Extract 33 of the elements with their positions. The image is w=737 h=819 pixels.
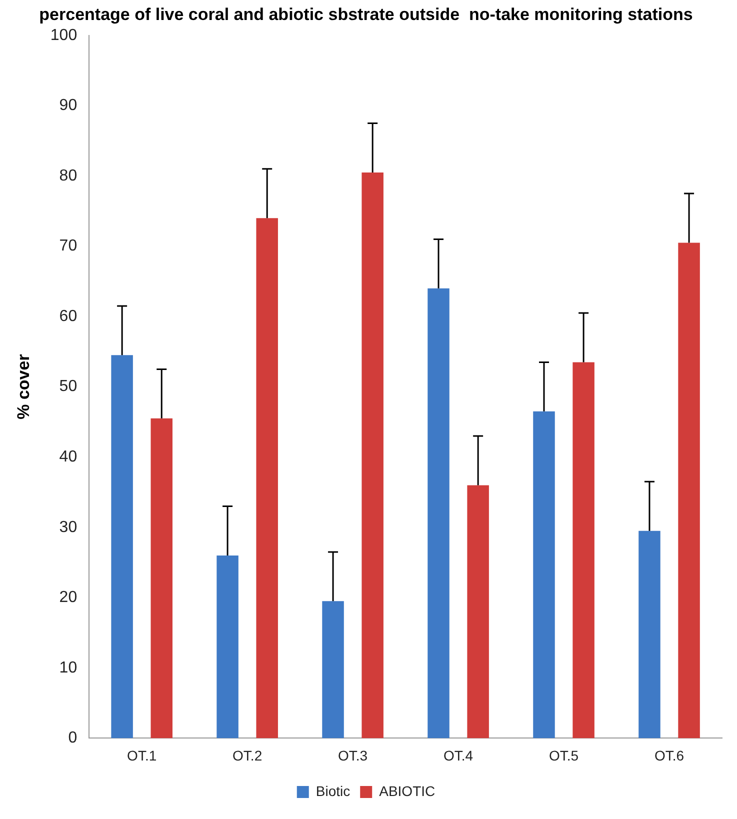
bar xyxy=(362,172,384,738)
y-tick-label: 60 xyxy=(59,308,78,325)
legend-label: ABIOTIC xyxy=(379,782,436,799)
y-tick-label: 50 xyxy=(59,378,78,396)
x-tick-label: OT.4 xyxy=(444,747,474,764)
bar xyxy=(638,530,660,738)
x-tick-label: OT.1 xyxy=(127,747,157,764)
bar xyxy=(467,485,489,738)
y-tick-label: 20 xyxy=(59,589,78,606)
y-tick-label: 70 xyxy=(59,238,78,255)
bar xyxy=(150,418,172,738)
y-tick-label: 30 xyxy=(59,518,78,536)
y-axis-title: % cover xyxy=(14,354,33,420)
x-tick-label: OT.6 xyxy=(654,747,684,764)
bar xyxy=(216,555,238,738)
bar xyxy=(533,411,555,738)
y-tick-label: 90 xyxy=(59,97,78,114)
y-tick-label: 100 xyxy=(50,26,78,44)
chart-title: percentage of live coral and abiotic sbstrate outside no-take monitoring stations xyxy=(39,4,693,24)
bar xyxy=(111,355,133,738)
y-tick-label: 40 xyxy=(59,448,78,466)
y-tick-label: 10 xyxy=(59,659,78,676)
bar xyxy=(428,288,450,738)
bar xyxy=(322,601,344,738)
x-tick-label: OT.3 xyxy=(338,747,368,764)
x-tick-label: OT.5 xyxy=(548,747,579,764)
legend-label: Biotic xyxy=(316,782,350,799)
y-tick-label: 80 xyxy=(59,167,78,184)
bar xyxy=(678,242,700,738)
x-tick-label: OT.2 xyxy=(232,747,262,764)
bar xyxy=(256,218,278,738)
bar xyxy=(572,362,594,738)
y-tick-label: 0 xyxy=(68,730,78,747)
